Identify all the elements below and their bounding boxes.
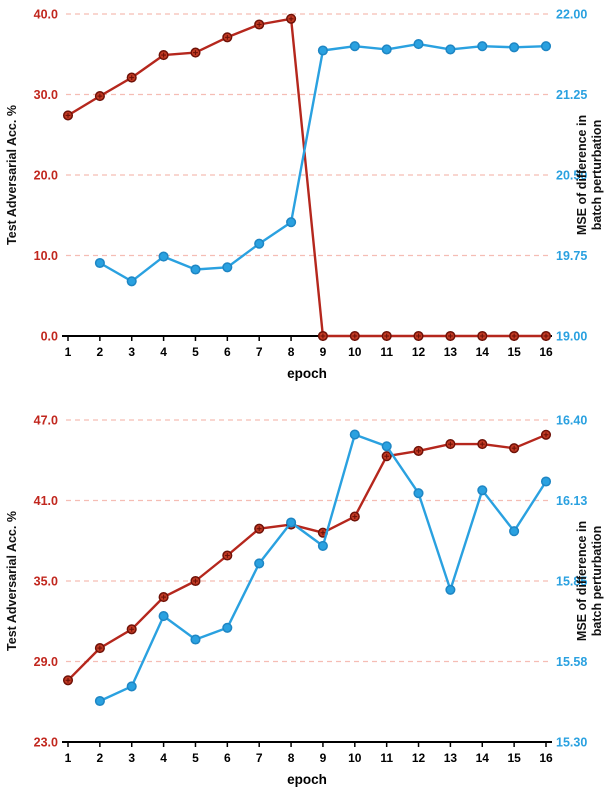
mse-batch-perturbation-marker [477, 41, 488, 52]
mse-batch-perturbation-marker [286, 217, 297, 228]
x-tick-label: 3 [128, 345, 135, 359]
x-tick-label: 7 [256, 345, 263, 359]
x-tick-label: 3 [128, 751, 135, 765]
right-tick-label: 16.40 [556, 414, 587, 428]
x-tick-label: 2 [97, 751, 104, 765]
mse-batch-perturbation-marker [317, 540, 328, 551]
left-tick-label: 29.0 [34, 655, 58, 669]
left-tick-label: 23.0 [34, 736, 58, 750]
mse-batch-perturbation-marker [540, 476, 552, 487]
right-tick-label: 21.25 [556, 88, 587, 102]
mse-batch-perturbation-line [98, 42, 548, 283]
x-tick-label: 1 [65, 345, 72, 359]
x-tick-label: 4 [160, 751, 167, 765]
mse-batch-perturbation-marker [445, 44, 456, 55]
mse-batch-perturbation-marker [94, 695, 105, 707]
mse-batch-perturbation-marker [349, 41, 360, 52]
x-tick-label: 15 [507, 751, 521, 765]
left-tick-label: 20.0 [34, 169, 58, 183]
mse-batch-perturbation-marker [317, 45, 328, 56]
x-tick-label: 4 [160, 345, 167, 359]
top-chart-canvas: 1 2 3 4 5 6 7 8 9 10 11 12 13 14 15 16epoch0.010.020.03… [5, 8, 604, 382]
mse-batch-perturbation-marker [349, 429, 360, 440]
left-axis-title: Test Adversarial Acc. % [5, 105, 19, 245]
left-tick-label: 10.0 [34, 249, 58, 263]
left-axis-title: Test Adversarial Acc. % [5, 511, 19, 651]
x-tick-label: 11 [380, 751, 393, 765]
x-tick-label: 6 [224, 345, 231, 359]
mse-batch-perturbation-marker [254, 558, 265, 569]
mse-batch-perturbation-marker [509, 42, 520, 53]
mse-batch-perturbation-marker [126, 681, 137, 692]
x-tick-label: 10 [348, 345, 362, 359]
right-axis-title: batch perturbation [590, 526, 604, 636]
mse-batch-perturbation-marker [413, 488, 424, 499]
x-tick-label: 2 [97, 345, 104, 359]
right-tick-label: 16.13 [556, 494, 587, 508]
mse-batch-perturbation-marker [94, 257, 105, 269]
x-axis-title: epoch [287, 366, 327, 381]
x-tick-label: 1 [65, 751, 72, 765]
right-tick-label: 19.00 [556, 330, 587, 344]
x-tick-label: 13 [444, 345, 458, 359]
test-adversarial-acc-line [66, 17, 548, 338]
x-tick-label: 6 [224, 751, 231, 765]
mse-batch-perturbation-marker [381, 44, 392, 55]
x-tick-label: 5 [192, 751, 199, 765]
test-adversarial-acc-line [66, 433, 548, 682]
right-tick-label: 15.85 [556, 575, 587, 589]
chart-bottom-adversarial-acc-vs-mse: 1 2 3 4 5 6 7 8 9 10 11 12 13 14 15 16 epoch 23.0 29.0 35.0… [0, 406, 616, 802]
mse-batch-perturbation-marker [126, 276, 137, 287]
right-tick-label: 19.75 [556, 249, 587, 263]
x-tick-label: 16 [539, 345, 553, 359]
x-tick-label: 12 [412, 751, 426, 765]
left-tick-label: 0.0 [41, 330, 58, 344]
mse-batch-perturbation-marker [158, 611, 169, 622]
mse-batch-perturbation-marker [445, 584, 456, 595]
x-tick-label: 13 [444, 751, 458, 765]
chart-top-adversarial-acc-vs-mse: 1 2 3 4 5 6 7 8 9 10 11 12 13 14 15 16 epoch 0.0 10.0 20.0 3… [0, 0, 616, 396]
mse-batch-perturbation-marker [222, 262, 233, 273]
left-tick-label: 41.0 [34, 494, 58, 508]
x-tick-label: 14 [476, 751, 490, 765]
mse-batch-perturbation-marker [509, 526, 520, 537]
mse-batch-perturbation-marker [477, 485, 488, 496]
x-tick-label: 9 [320, 345, 327, 359]
mse-batch-perturbation-marker [381, 441, 392, 452]
left-tick-label: 40.0 [34, 8, 58, 22]
mse-batch-perturbation-marker [222, 622, 233, 633]
x-tick-label: 5 [192, 345, 199, 359]
right-tick-label: 20.50 [556, 169, 587, 183]
left-tick-label: 35.0 [34, 575, 58, 589]
x-axis-title: epoch [287, 772, 327, 787]
left-tick-label: 30.0 [34, 88, 58, 102]
mse-batch-perturbation-marker [190, 634, 201, 645]
x-tick-label: 10 [348, 751, 362, 765]
right-axis-title: batch perturbation [590, 120, 604, 230]
mse-batch-perturbation-marker [286, 517, 297, 528]
x-tick-label: 11 [380, 345, 393, 359]
right-tick-label: 15.30 [556, 736, 587, 750]
mse-batch-perturbation-marker [540, 41, 552, 52]
x-tick-label: 9 [320, 751, 327, 765]
x-tick-label: 7 [256, 751, 263, 765]
x-tick-label: 8 [288, 345, 295, 359]
x-tick-label: 15 [507, 345, 521, 359]
mse-batch-perturbation-marker [254, 238, 265, 249]
right-axis-title: MSE of difference in [575, 115, 589, 235]
bottom-chart-canvas: 1 2 3 4 5 6 7 8 9 10 11 12 13 14 15 16epoch23.029.035.0… [5, 414, 604, 788]
right-axis-title: MSE of difference in [575, 521, 589, 641]
right-tick-label: 15.58 [556, 655, 587, 669]
x-tick-label: 12 [412, 345, 426, 359]
mse-batch-perturbation-marker [158, 251, 169, 262]
mse-batch-perturbation-marker [413, 39, 424, 50]
x-tick-label: 8 [288, 751, 295, 765]
x-tick-label: 16 [539, 751, 553, 765]
right-tick-label: 22.00 [556, 8, 587, 22]
x-tick-label: 14 [476, 345, 490, 359]
mse-batch-perturbation-marker [190, 264, 201, 275]
left-tick-label: 47.0 [34, 414, 58, 428]
